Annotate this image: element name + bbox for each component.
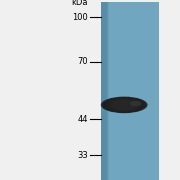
Polygon shape — [140, 2, 141, 180]
Ellipse shape — [130, 101, 142, 106]
Polygon shape — [150, 2, 151, 180]
Polygon shape — [112, 2, 113, 180]
Polygon shape — [154, 2, 155, 180]
Ellipse shape — [108, 98, 140, 112]
Polygon shape — [136, 2, 138, 180]
Polygon shape — [146, 2, 147, 180]
Text: 44: 44 — [78, 115, 88, 124]
Polygon shape — [107, 2, 108, 180]
Polygon shape — [143, 2, 144, 180]
Polygon shape — [103, 2, 104, 180]
Polygon shape — [151, 2, 152, 180]
Polygon shape — [111, 2, 112, 180]
Polygon shape — [147, 2, 148, 180]
Polygon shape — [122, 2, 123, 180]
Polygon shape — [125, 2, 126, 180]
Polygon shape — [115, 2, 116, 180]
Polygon shape — [130, 2, 132, 180]
Polygon shape — [126, 2, 127, 180]
Ellipse shape — [112, 99, 136, 111]
Polygon shape — [132, 2, 134, 180]
Polygon shape — [134, 2, 136, 180]
Polygon shape — [123, 2, 124, 180]
Polygon shape — [119, 2, 120, 180]
Polygon shape — [116, 2, 117, 180]
Polygon shape — [156, 2, 158, 180]
Polygon shape — [155, 2, 156, 180]
Polygon shape — [133, 2, 135, 180]
Polygon shape — [141, 2, 142, 180]
Polygon shape — [129, 2, 130, 180]
Polygon shape — [137, 2, 138, 180]
Polygon shape — [132, 2, 133, 180]
Polygon shape — [113, 2, 114, 180]
Polygon shape — [127, 2, 128, 180]
Polygon shape — [117, 2, 118, 180]
Polygon shape — [118, 2, 119, 180]
Polygon shape — [101, 2, 102, 180]
Ellipse shape — [105, 97, 144, 112]
Polygon shape — [158, 2, 159, 180]
Polygon shape — [121, 2, 122, 180]
Ellipse shape — [110, 99, 138, 111]
Polygon shape — [148, 2, 149, 180]
Ellipse shape — [103, 97, 146, 113]
Polygon shape — [109, 2, 111, 180]
Polygon shape — [106, 2, 107, 180]
Polygon shape — [130, 2, 131, 180]
Polygon shape — [114, 2, 115, 180]
Polygon shape — [107, 2, 109, 180]
Text: 100: 100 — [72, 13, 88, 22]
Polygon shape — [120, 2, 121, 180]
Text: 33: 33 — [77, 151, 88, 160]
Polygon shape — [153, 2, 154, 180]
Polygon shape — [156, 2, 157, 180]
Text: kDa: kDa — [72, 0, 88, 7]
Ellipse shape — [106, 98, 142, 112]
Polygon shape — [104, 2, 105, 180]
Polygon shape — [102, 2, 103, 180]
Polygon shape — [138, 2, 139, 180]
Polygon shape — [109, 2, 110, 180]
Polygon shape — [128, 2, 129, 180]
Polygon shape — [144, 2, 145, 180]
Polygon shape — [152, 2, 153, 180]
Polygon shape — [124, 2, 125, 180]
Polygon shape — [110, 2, 112, 180]
Polygon shape — [139, 2, 140, 180]
Text: 70: 70 — [78, 57, 88, 66]
Ellipse shape — [114, 100, 134, 110]
Ellipse shape — [101, 97, 148, 113]
Polygon shape — [135, 2, 136, 180]
Polygon shape — [149, 2, 150, 180]
Polygon shape — [105, 2, 106, 180]
Polygon shape — [145, 2, 146, 180]
Polygon shape — [142, 2, 143, 180]
